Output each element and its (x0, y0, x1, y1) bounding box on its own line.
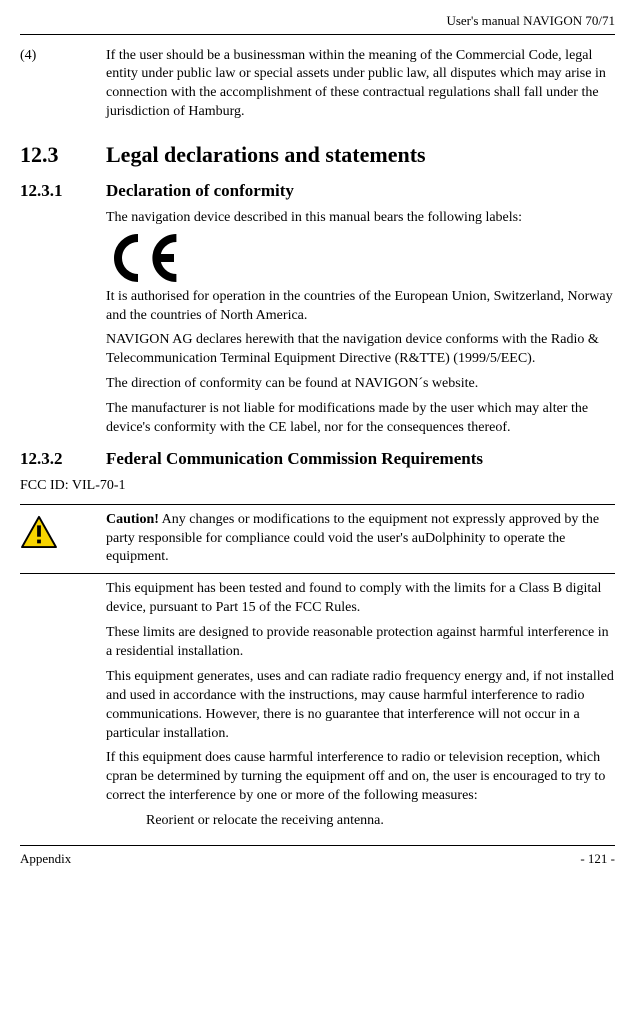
clause-4-text: If the user should be a businessman with… (106, 47, 615, 123)
section-12-3-2-title: Federal Communication Commission Require… (106, 448, 483, 471)
section-12-3-title: Legal declarations and statements (106, 140, 426, 170)
fcc-p4: If this equipment does cause harmful int… (106, 749, 615, 806)
conformity-p4: The direction of conformity can be found… (106, 375, 615, 394)
header-title: User's manual NAVIGON 70/71 (20, 10, 615, 34)
page: User's manual NAVIGON 70/71 (4) If the u… (0, 0, 635, 886)
caution-text: Caution! Any changes or modifications to… (106, 511, 615, 568)
clause-4: (4) If the user should be a businessman … (20, 47, 615, 123)
footer-left: Appendix (20, 850, 71, 868)
conformity-p2: It is authorised for operation in the co… (106, 288, 615, 326)
caution-label: Caution! (106, 512, 159, 527)
section-12-3-number: 12.3 (20, 140, 106, 170)
conformity-p3: NAVIGON AG declares herewith that the na… (106, 331, 615, 369)
fcc-p3: This equipment generates, uses and can r… (106, 668, 615, 744)
conformity-p5: The manufacturer is not liable for modif… (106, 400, 615, 438)
footer-right: - 121 - (580, 850, 615, 868)
section-12-3-2-body: This equipment has been tested and found… (106, 580, 615, 831)
fcc-p1: This equipment has been tested and found… (106, 580, 615, 618)
fcc-id: FCC ID: VIL-70-1 (20, 477, 615, 496)
section-12-3-1-heading: 12.3.1 Declaration of conformity (20, 180, 615, 203)
clause-4-label: (4) (20, 47, 106, 66)
section-12-3-1-title: Declaration of conformity (106, 180, 294, 203)
section-12-3-1-body: The navigation device described in this … (106, 209, 615, 438)
footer: Appendix - 121 - (20, 846, 615, 876)
fcc-bullet-1: Reorient or relocate the receiving anten… (146, 812, 615, 831)
header-rule (20, 34, 615, 35)
caution-body: Any changes or modifications to the equi… (106, 512, 599, 565)
section-12-3-2-heading: 12.3.2 Federal Communication Commission … (20, 448, 615, 471)
ce-mark-icon (106, 234, 615, 282)
caution-block: Caution! Any changes or modifications to… (20, 504, 615, 575)
section-12-3-2-number: 12.3.2 (20, 448, 106, 471)
section-12-3-1-number: 12.3.1 (20, 180, 106, 203)
warning-icon (20, 511, 106, 556)
section-12-3-heading: 12.3 Legal declarations and statements (20, 140, 615, 170)
conformity-p1: The navigation device described in this … (106, 209, 615, 228)
fcc-p2: These limits are designed to provide rea… (106, 624, 615, 662)
